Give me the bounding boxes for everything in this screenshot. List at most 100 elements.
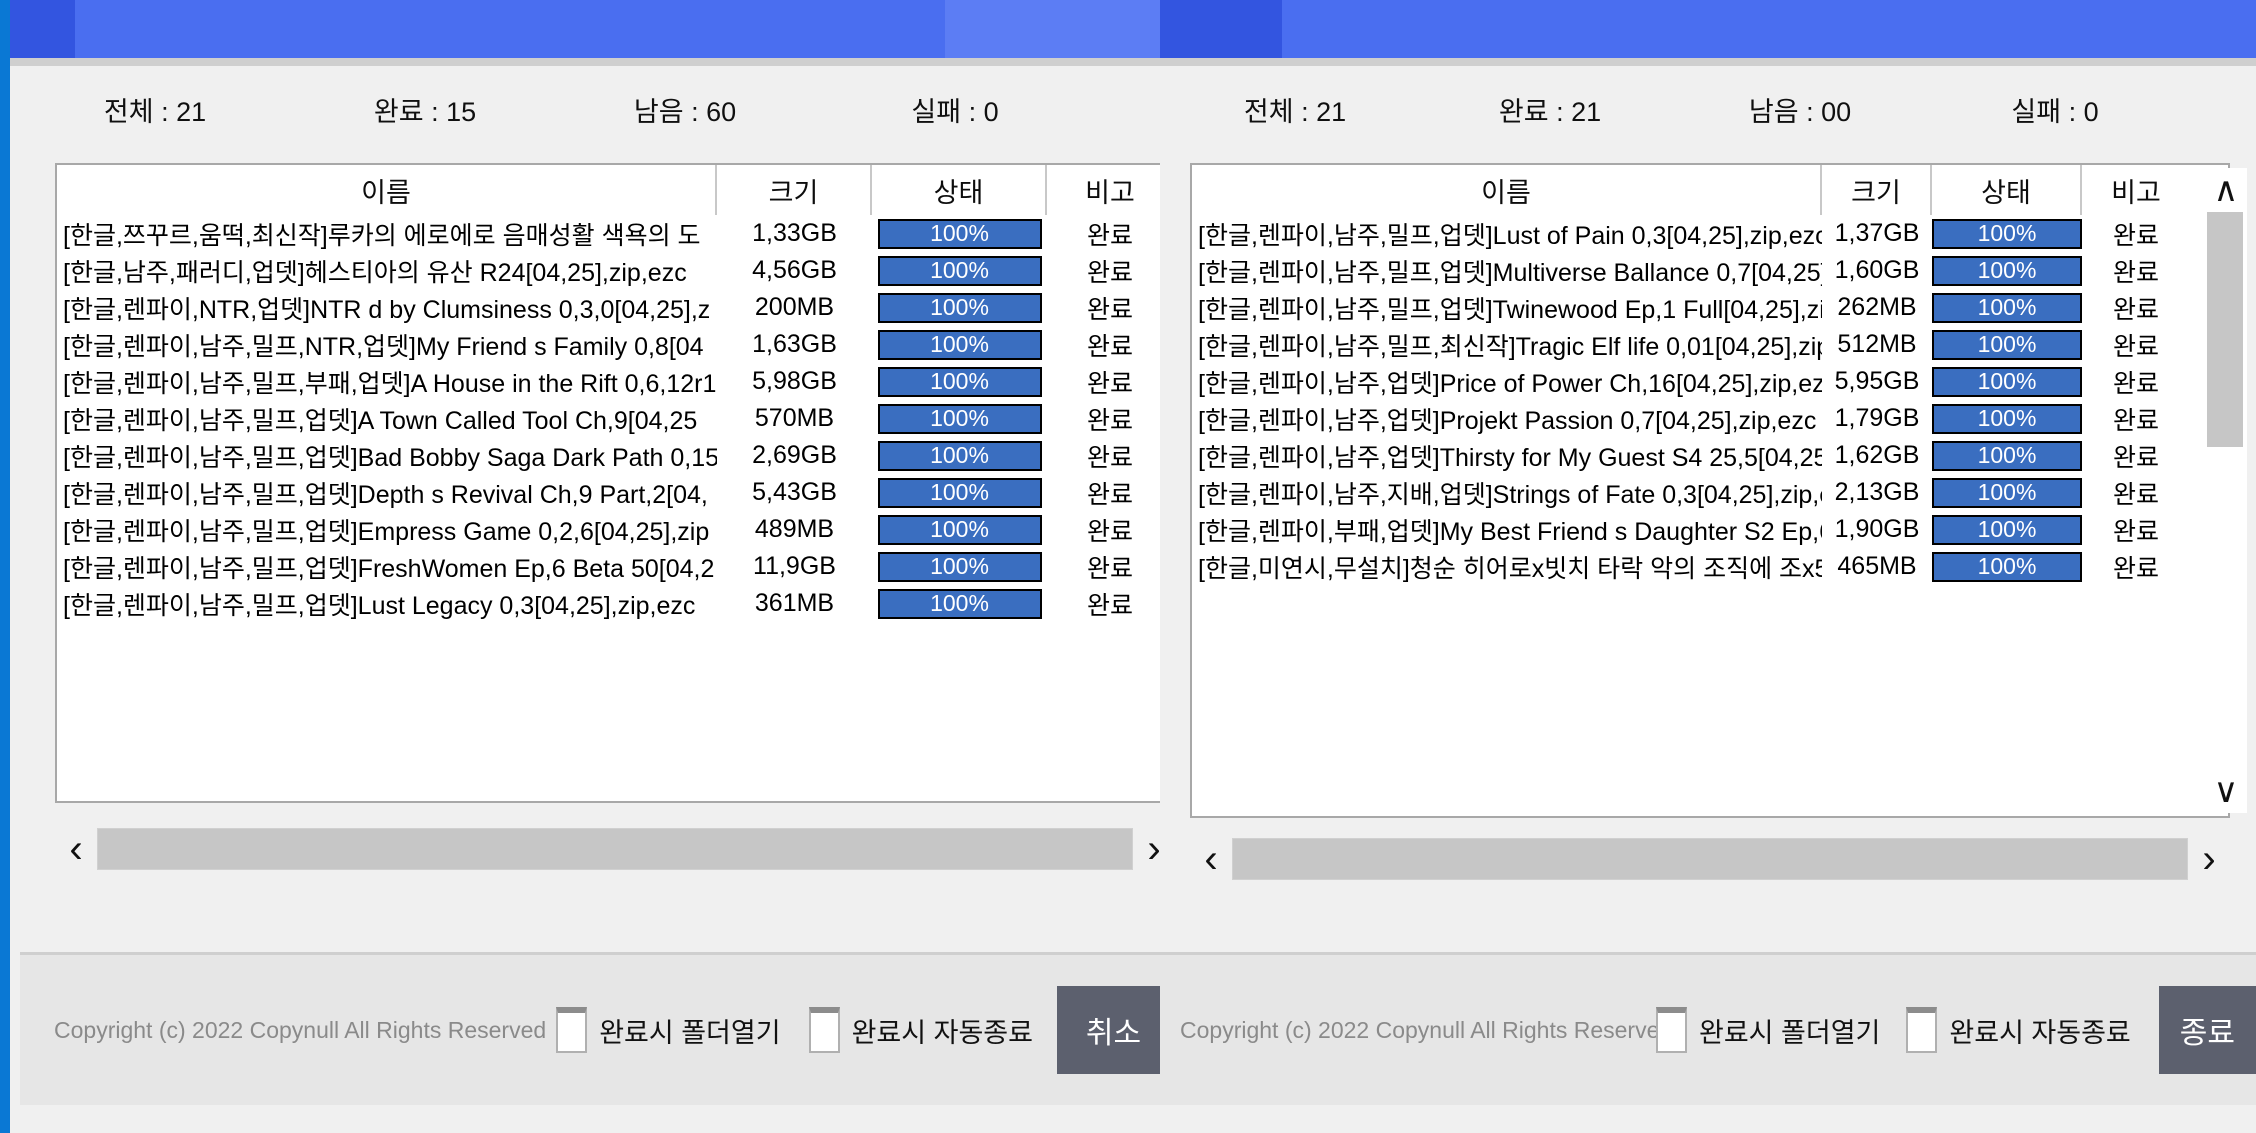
cell-note: 완료 [2112,332,2159,361]
cell-status: 100% [1932,366,2082,397]
cell-status: 100% [872,588,1047,619]
cell-size: 5,98GB [752,367,837,395]
column-header-size[interactable]: 크기 [1822,165,1932,215]
scroll-left-arrow-icon[interactable]: ‹ [1204,837,1218,881]
progress-bar: 100% [1932,329,2082,360]
table-row[interactable]: [한글,렌파이,남주,밀프,업뎃]Empress Game 0,2,6[04,2… [57,511,1173,548]
cell-note: 완료 [1086,369,1133,398]
footer-divider-left [20,952,1170,955]
cell-status: 100% [872,477,1047,508]
table-row[interactable]: [한글,렌파이,남주,밀프,업뎃]Lust of Pain 0,3[04,25]… [1192,215,2228,252]
cell-status: 100% [1932,551,2082,582]
cell-name: [한글,렌파이,남주,밀프,업뎃]A Town Called Tool Ch,9… [63,406,698,435]
cell-size: 1,90GB [1834,515,1920,543]
progress-bar: 100% [877,255,1042,286]
table-row[interactable]: [한글,렌파이,남주,업뎃]Price of Power Ch,16[04,25… [1192,363,2228,400]
table-row[interactable]: [한글,미연시,무설치]청순 히어로x빗치 타락 악의 조직에 조x5 465MB… [1192,548,2228,585]
download-list-right[interactable]: 이름 크기 상태 비고 [한글,렌파이,남주,밀프,업뎃]Lust of Pai… [1190,163,2230,818]
scroll-down-arrow-icon[interactable]: ∨ [2213,772,2239,810]
scroll-thumb-vertical-right[interactable] [2207,212,2243,447]
table-row[interactable]: [한글,렌파이,남주,밀프,업뎃]Multiverse Ballance 0,7… [1192,252,2228,289]
cell-size: 200MB [754,293,835,321]
cell-name: [한글,렌파이,남주,밀프,NTR,업뎃]My Friend s Family … [63,332,704,361]
titlebar-segment-dark [1160,0,1282,58]
stats-bar-right: 전체 : 21 완료 : 21 남음 : 00 실패 : 0 [1160,66,2256,152]
checkbox-auto-close-left[interactable]: 완료시 자동종료 [808,1007,1033,1053]
column-header-size[interactable]: 크기 [717,165,872,215]
table-row[interactable]: [한글,남주,패러디,업뎃]헤스티아의 유산 R24[04,25],zip,ez… [57,252,1173,289]
cell-status: 100% [1932,477,2082,508]
cell-name: [한글,미연시,무설치]청순 히어로x빗치 타락 악의 조직에 조x5 [1198,554,1822,583]
table-row[interactable]: [한글,렌파이,남주,밀프,업뎃]Twinewood Ep,1 Full[04,… [1192,289,2228,326]
cell-note: 완료 [1086,554,1133,583]
cell-note: 완료 [2112,221,2159,250]
cell-name: [한글,렌파이,남주,밀프,업뎃]Twinewood Ep,1 Full[04,… [1198,295,1822,324]
cell-name: [한글,렌파이,NTR,업뎃]NTR d by Clumsiness 0,3,0… [63,295,711,324]
cell-note: 완료 [2112,480,2159,509]
stat-total: 전체 : 21 [1243,96,1347,127]
table-row[interactable]: [한글,렌파이,남주,업뎃]Thirsty for My Guest S4 25… [1192,437,2228,474]
table-row[interactable]: [한글,렌파이,남주,밀프,업뎃]FreshWomen Ep,6 Beta 50… [57,548,1173,585]
cell-note: 완료 [2112,517,2159,546]
checkbox-auto-close-right[interactable]: 완료시 자동종료 [1906,1007,2131,1053]
cancel-button[interactable]: 취소 [1056,986,1170,1074]
table-row[interactable]: [한글,렌파이,남주,밀프,부패,업뎃]A House in the Rift … [57,363,1173,400]
scroll-up-arrow-icon[interactable]: ∧ [2213,171,2239,209]
vertical-scrollbar-right[interactable]: ∧ ∨ [2205,168,2247,813]
cell-size: 570MB [754,404,835,432]
table-row[interactable]: [한글,렌파이,남주,밀프,최신작]Tragic Elf life 0,01[0… [1192,326,2228,363]
cell-status: 100% [1932,403,2082,434]
cell-status: 100% [1932,329,2082,360]
column-header-status[interactable]: 상태 [1932,165,2082,215]
stat-completed: 완료 : 21 [1498,96,1602,127]
table-row[interactable]: [한글,렌파이,남주,업뎃]Projekt Passion 0,7[04,25]… [1192,400,2228,437]
column-header-status[interactable]: 상태 [872,165,1047,215]
scroll-track-left[interactable] [97,828,1133,870]
scroll-right-arrow-icon[interactable]: › [2202,837,2216,881]
cell-name: [한글,렌파이,남주,업뎃]Thirsty for My Guest S4 25… [1198,443,1822,472]
column-header-name[interactable]: 이름 [57,165,717,215]
titlebar-left[interactable] [10,0,1170,58]
scroll-track-right[interactable] [1232,838,2188,880]
cell-name: [한글,렌파이,남주,업뎃]Price of Power Ch,16[04,25… [1198,369,1822,398]
horizontal-scrollbar-left[interactable]: ‹ › [55,820,1175,878]
column-header-name[interactable]: 이름 [1192,165,1822,215]
table-row[interactable]: [한글,렌파이,남주,밀프,NTR,업뎃]My Friend s Family … [57,326,1173,363]
cell-name: [한글,렌파이,부패,업뎃]My Best Friend s Daughter … [1198,517,1822,546]
table-row[interactable]: [한글,렌파이,남주,밀프,업뎃]Bad Bobby Saga Dark Pat… [57,437,1173,474]
column-header-note[interactable]: 비고 [2111,177,2161,208]
list-rows-left: [한글,쯔꾸르,움떡,최신작]루카의 에로에로 음매성활 색욕의 도 1,33GB… [57,215,1173,622]
scroll-thumb-left[interactable] [98,829,1132,869]
column-header-note[interactable]: 비고 [1085,177,1135,208]
table-row[interactable]: [한글,렌파이,NTR,업뎃]NTR d by Clumsiness 0,3,0… [57,289,1173,326]
scroll-left-arrow-icon[interactable]: ‹ [69,827,83,871]
exit-button[interactable]: 종료 [2158,986,2256,1074]
table-row[interactable]: [한글,렌파이,남주,지배,업뎃]Strings of Fate 0,3[04,… [1192,474,2228,511]
cell-size: 2,13GB [1834,478,1920,506]
checkbox-box-auto-close[interactable] [1906,1007,1938,1053]
cell-note: 완료 [1086,406,1133,435]
checkbox-box-auto-close[interactable] [808,1007,840,1053]
cell-size: 4,56GB [752,256,837,284]
progress-bar: 100% [1932,403,2082,434]
footer-left: Copyright (c) 2022 Copynull All Rights R… [20,955,1170,1105]
downloader-window-right: 전체 : 21 완료 : 21 남음 : 00 실패 : 0 이름 크기 상태 … [1160,0,2256,1133]
checkbox-box-open-folder[interactable] [556,1007,588,1053]
checkbox-open-folder-left[interactable]: 완료시 폴더열기 [556,1007,781,1053]
checkbox-box-open-folder[interactable] [1656,1007,1687,1053]
progress-bar: 100% [1932,292,2082,323]
progress-bar: 100% [1932,477,2082,508]
scroll-thumb-right[interactable] [1233,839,2187,879]
table-row[interactable]: [한글,렌파이,남주,밀프,업뎃]A Town Called Tool Ch,9… [57,400,1173,437]
table-row[interactable]: [한글,렌파이,부패,업뎃]My Best Friend s Daughter … [1192,511,2228,548]
table-row[interactable]: [한글,렌파이,남주,밀프,업뎃]Depth s Revival Ch,9 Pa… [57,474,1173,511]
titlebar-right[interactable] [1160,0,2256,58]
table-row[interactable]: [한글,쯔꾸르,움떡,최신작]루카의 에로에로 음매성활 색욕의 도 1,33GB… [57,215,1173,252]
download-list-left[interactable]: 이름 크기 상태 비고 [한글,쯔꾸르,움떡,최신작]루카의 에로에로 음매성활… [55,163,1175,803]
stat-remaining: 남음 : 60 [633,96,737,127]
table-row[interactable]: [한글,렌파이,남주,밀프,업뎃]Lust Legacy 0,3[04,25],… [57,585,1173,622]
horizontal-scrollbar-right[interactable]: ‹ › [1190,830,2230,888]
scroll-right-arrow-icon[interactable]: › [1147,827,1161,871]
checkbox-open-folder-right[interactable]: 완료시 폴더열기 [1656,1007,1880,1053]
cell-name: [한글,렌파이,남주,밀프,업뎃]Depth s Revival Ch,9 Pa… [63,480,708,509]
